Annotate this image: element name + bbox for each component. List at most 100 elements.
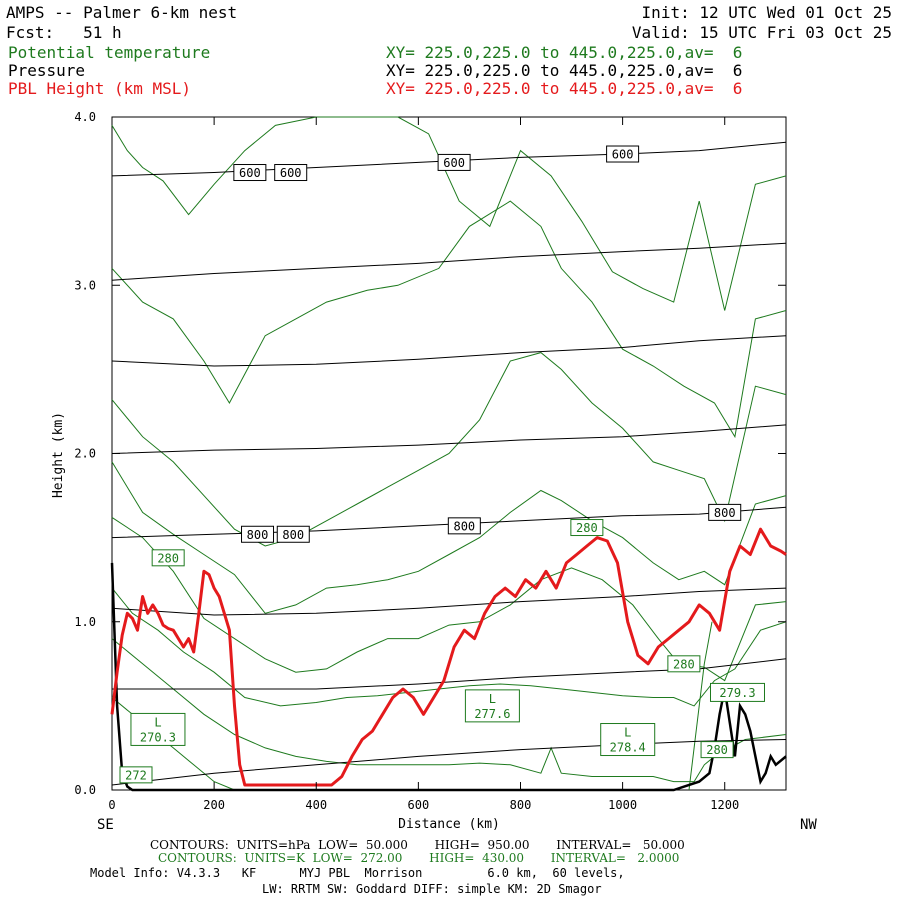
y-tick-label-4: 4.0 [74, 110, 96, 124]
pressure-label-7: 800 [708, 503, 742, 521]
x-tick-label-5: 1000 [608, 798, 637, 812]
theta-label-1: 280 [570, 519, 604, 537]
footer-model-info: Model Info: V4.3.3 KF MYJ PBL Morrison 6… [90, 866, 625, 880]
x-tick-label-6: 1200 [710, 798, 739, 812]
pressure-label-0-box [233, 164, 267, 182]
theta-label-0-text: 280 [157, 551, 179, 565]
pressure-label-3: 600 [606, 145, 640, 163]
pressure-label-2-box [437, 153, 471, 171]
x-tick-label-3: 600 [408, 798, 430, 812]
pbl-height-line [110, 527, 787, 787]
pressure-label-1-box [274, 164, 308, 182]
theta-label-4-box [119, 766, 153, 784]
pressure-label-7-text: 800 [714, 506, 736, 520]
pressure-label-5-text: 800 [282, 528, 304, 542]
low-center-1-letter: L [489, 692, 496, 706]
field-xy-pbl: XY= 225.0,225.0 to 445.0,225.0,av= 6 [386, 79, 743, 98]
terrain-line [110, 562, 787, 792]
low-center-3-box [709, 682, 765, 702]
pressure-label-1-text: 600 [280, 166, 302, 180]
x-tick-label-2: 400 [305, 798, 327, 812]
pressure-isobar-0 [111, 739, 787, 786]
theta-label-3-text: 280 [706, 743, 728, 757]
pressure-label-5: 800 [276, 525, 310, 543]
pressure-isobar-2 [111, 587, 787, 616]
low-center-2-letter: L [624, 726, 631, 740]
forecast-hour: Fcst: 51 h [6, 23, 122, 42]
valid-time: Valid: 15 UTC Fri 03 Oct 25 [631, 23, 892, 42]
low-center-0-letter: L [154, 715, 161, 729]
x-tick-label-4: 800 [510, 798, 532, 812]
theta-label-4-text: 272 [125, 768, 147, 782]
low-center-2-value: 278.4 [610, 741, 646, 755]
y-tick-label-1: 1.0 [74, 615, 96, 629]
y-tick-label-3: 3.0 [74, 278, 96, 292]
pressure-label-6-box [447, 517, 481, 535]
pressure-label-6: 800 [447, 517, 481, 535]
pressure-isobar-4 [111, 424, 787, 454]
pressure-label-7-box [708, 503, 742, 521]
left-end-label: SE [97, 817, 114, 833]
pressure-label-2: 600 [437, 153, 471, 171]
low-center-1-value: 277.6 [474, 707, 510, 721]
footer-theta-contours: CONTOURS: UNITS=K LOW= 272.00 HIGH= 430.… [158, 851, 680, 865]
terrain-layer [110, 562, 787, 792]
theta-label-1-box [570, 519, 604, 537]
low-center-3: 279.3 [709, 682, 765, 702]
pressure-label-0-text: 600 [239, 166, 261, 180]
x-tick-label-1: 200 [203, 798, 225, 812]
pressure-layer [111, 141, 787, 786]
theta-label-1-text: 280 [576, 521, 598, 535]
pbl-layer [110, 527, 787, 787]
field-xy-pressure: XY= 225.0,225.0 to 445.0,225.0,av= 6 [386, 61, 743, 80]
model-title: AMPS -- Palmer 6-km nest [6, 3, 238, 22]
field-xy-theta: XY= 225.0,225.0 to 445.0,225.0,av= 6 [386, 43, 743, 62]
pressure-label-4-box [241, 525, 275, 543]
x-tick-label-0: 0 [108, 798, 115, 812]
pressure-label-3-text: 600 [612, 148, 634, 162]
footer-pressure-contours: CONTOURS: UNITS=hPa LOW= 50.000 HIGH= 95… [150, 838, 685, 852]
field-name-theta: Potential temperature [8, 43, 211, 62]
theta-isentrope-8 [688, 621, 713, 791]
pressure-label-4-text: 800 [247, 528, 269, 542]
theta-label-2-text: 280 [673, 657, 695, 671]
low-center-2-box [600, 723, 656, 757]
right-end-label: NW [800, 817, 817, 833]
theta-label-0: 280 [151, 549, 185, 567]
theta-label-2: 280 [667, 655, 701, 673]
field-name-pbl: PBL Height (km MSL) [8, 79, 192, 98]
theta-label-0-box [151, 549, 185, 567]
low-center-0-value: 270.3 [140, 730, 176, 744]
pressure-label-4: 800 [241, 525, 275, 543]
theta-label-3-box [700, 741, 734, 759]
pressure-label-0: 600 [233, 164, 267, 182]
pressure-isobar-5 [111, 335, 787, 367]
theta-isentrope-3 [111, 461, 787, 614]
theta-label-4: 272 [119, 766, 153, 784]
low-center-0-box [130, 712, 186, 746]
y-tick-label-0: 0.0 [74, 783, 96, 797]
y-axis-label: Height (km) [51, 412, 66, 498]
x-axis-label: Distance (km) [398, 817, 500, 832]
theta-label-2-box [667, 655, 701, 673]
field-name-pressure: Pressure [8, 61, 86, 80]
axes-layer: 0 200 400 600 800 1000 1200 0.0 1.0 2.0 3.0 4.0 [74, 110, 786, 812]
theta-isentrope-6 [111, 638, 787, 783]
pressure-label-5-box [276, 525, 310, 543]
pressure-isobar-6 [111, 242, 787, 281]
pressure-label-6-text: 800 [453, 519, 475, 533]
y-tick-label-2: 2.0 [74, 447, 96, 461]
theta-isentrope-2 [111, 352, 787, 547]
pressure-label-1: 600 [274, 164, 308, 182]
low-center-1-box [464, 689, 520, 723]
theta-label-3: 280 [700, 741, 734, 759]
contour-labels-layer: 600 600 600 600 800 800 800 800 280 280 280 280 272 L… [119, 145, 765, 784]
theta-isentrope-1 [111, 200, 787, 439]
footer-physics-info: LW: RRTM SW: Goddard DIFF: simple KM: 2D… [262, 882, 602, 896]
pressure-label-2-text: 600 [443, 156, 465, 170]
init-time: Init: 12 UTC Wed 01 Oct 25 [641, 3, 892, 22]
